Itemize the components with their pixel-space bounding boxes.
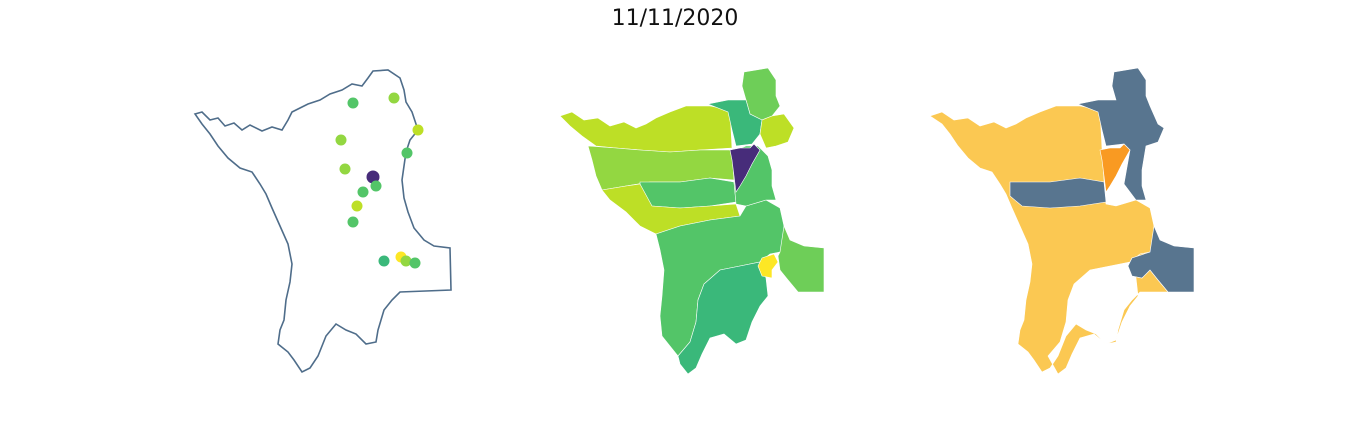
categorical-panel bbox=[929, 67, 1195, 375]
station-point bbox=[388, 92, 400, 104]
region bbox=[757, 253, 779, 279]
choropleth-regions bbox=[559, 67, 825, 375]
region bbox=[1099, 143, 1131, 193]
region bbox=[639, 177, 737, 209]
region bbox=[559, 105, 733, 153]
station-point bbox=[347, 216, 359, 228]
region bbox=[777, 224, 825, 293]
region bbox=[729, 143, 761, 193]
station-point bbox=[378, 255, 390, 267]
station-point bbox=[409, 257, 421, 269]
station-point bbox=[366, 170, 380, 184]
station-point bbox=[357, 186, 369, 198]
station-point bbox=[351, 200, 363, 212]
station-point bbox=[370, 180, 382, 192]
points-panel bbox=[193, 69, 452, 374]
station-point bbox=[339, 163, 351, 175]
choropleth-panel bbox=[559, 67, 825, 375]
station-point bbox=[335, 134, 347, 146]
station-points bbox=[335, 92, 424, 269]
station-point bbox=[347, 97, 359, 109]
region bbox=[759, 113, 795, 149]
station-point bbox=[400, 255, 412, 267]
categorical-regions bbox=[929, 67, 1195, 375]
station-point bbox=[412, 124, 424, 136]
region bbox=[1009, 177, 1107, 209]
region bbox=[1076, 67, 1165, 201]
region bbox=[1127, 224, 1195, 293]
region-outline bbox=[193, 69, 452, 374]
figure-title: 11/11/2020 bbox=[611, 6, 739, 31]
station-point bbox=[401, 147, 413, 159]
